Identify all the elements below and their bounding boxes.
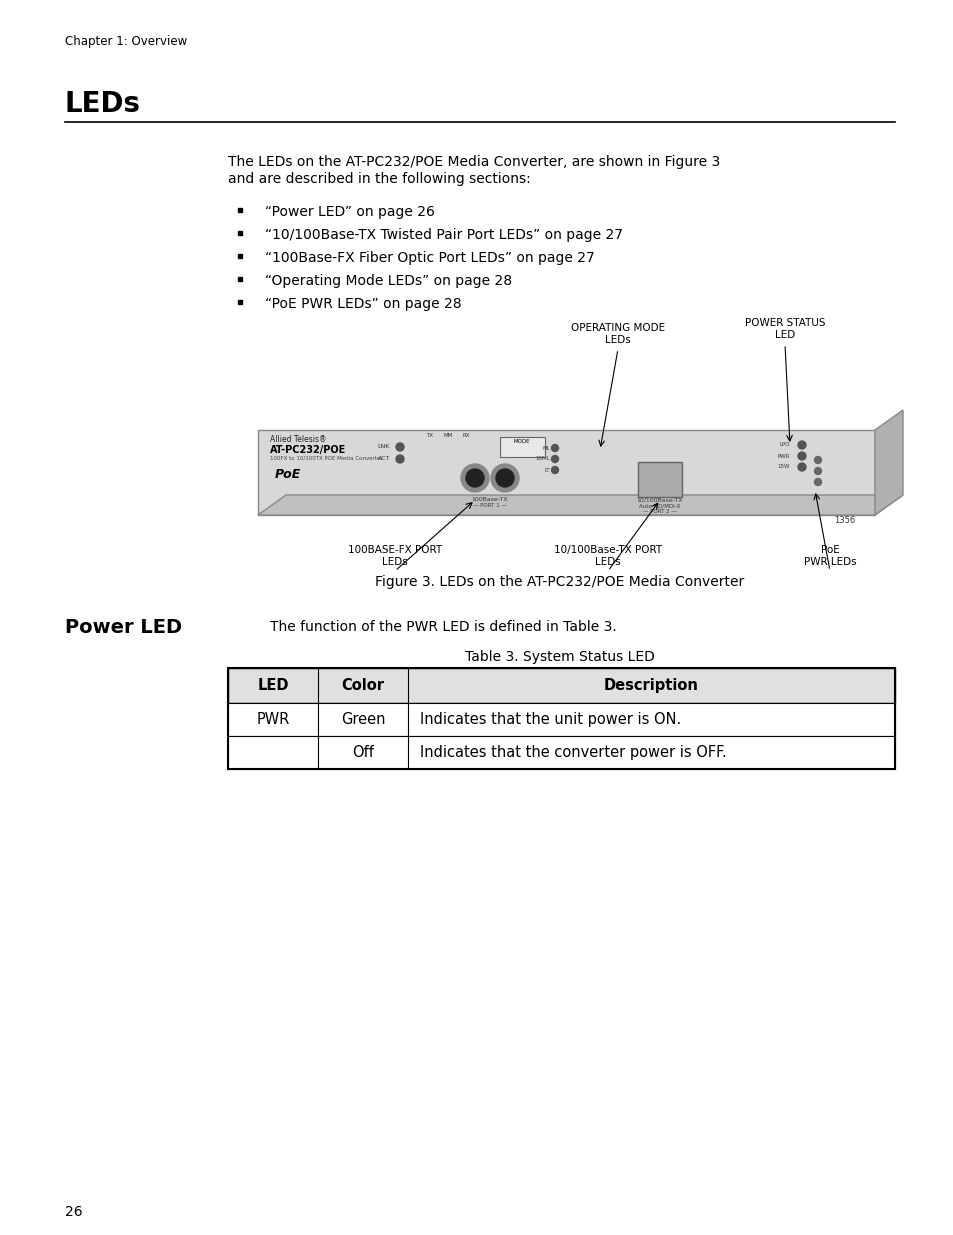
Text: ML: ML [542, 446, 550, 451]
Text: POWER STATUS: POWER STATUS [744, 317, 824, 329]
Text: Description: Description [603, 678, 699, 693]
Text: TX: TX [426, 433, 433, 438]
Circle shape [814, 468, 821, 474]
Text: Allied Telesis®: Allied Telesis® [270, 435, 326, 445]
Text: 1356: 1356 [833, 516, 854, 525]
Text: PWR: PWR [256, 713, 290, 727]
Text: RX: RX [462, 433, 469, 438]
Text: “100Base-FX Fiber Optic Port LEDs” on page 27: “100Base-FX Fiber Optic Port LEDs” on pa… [265, 251, 594, 266]
Text: “Operating Mode LEDs” on page 28: “Operating Mode LEDs” on page 28 [265, 274, 512, 288]
Text: 26: 26 [65, 1205, 83, 1219]
Text: “10/100Base-TX Twisted Pair Port LEDs” on page 27: “10/100Base-TX Twisted Pair Port LEDs” o… [265, 228, 622, 242]
Text: LEDs: LEDs [65, 90, 141, 119]
Circle shape [496, 469, 514, 487]
Circle shape [797, 463, 805, 471]
Text: 10/100Base-TX PORT: 10/100Base-TX PORT [554, 545, 661, 555]
Circle shape [551, 456, 558, 462]
Text: LNK: LNK [377, 445, 390, 450]
Text: PWR: PWR [777, 453, 789, 458]
Text: 100Base-TX: 100Base-TX [471, 496, 508, 501]
Bar [228, 668, 894, 703]
Text: Table 3. System Status LED: Table 3. System Status LED [464, 650, 655, 664]
Text: Green: Green [340, 713, 385, 727]
Bar [257, 430, 874, 515]
Circle shape [551, 445, 558, 452]
Polygon shape [874, 410, 902, 515]
Text: ACT: ACT [377, 457, 390, 462]
Circle shape [814, 478, 821, 485]
Circle shape [460, 464, 489, 492]
Bar [228, 703, 894, 736]
Text: — PORT 1 —: — PORT 1 — [473, 503, 506, 508]
Polygon shape [257, 495, 902, 515]
Text: OPERATING MODE: OPERATING MODE [570, 324, 664, 333]
Text: Indicates that the converter power is OFF.: Indicates that the converter power is OF… [419, 745, 726, 760]
Text: LT: LT [544, 468, 550, 473]
Text: PoE: PoE [274, 468, 301, 480]
Bar [228, 668, 894, 769]
Text: Power LED: Power LED [65, 618, 182, 637]
Text: PoE: PoE [820, 545, 839, 555]
Text: — PORT 2 —: — PORT 2 — [642, 509, 677, 514]
Text: LPO: LPO [779, 442, 789, 447]
Text: AT-PC232/POE: AT-PC232/POE [270, 445, 346, 454]
Text: LED: LED [774, 330, 794, 340]
Circle shape [551, 467, 558, 473]
Bar [638, 462, 681, 496]
Text: MM: MM [443, 433, 452, 438]
Circle shape [491, 464, 518, 492]
Text: 10/100Base-TX: 10/100Base-TX [636, 496, 682, 501]
Bar [499, 437, 544, 457]
Text: “Power LED” on page 26: “Power LED” on page 26 [265, 205, 435, 219]
Circle shape [814, 457, 821, 463]
Text: The LEDs on the AT-PC232/POE Media Converter, are shown in Figure 3: The LEDs on the AT-PC232/POE Media Conve… [228, 156, 720, 169]
Text: 100BASE-FX PORT: 100BASE-FX PORT [348, 545, 441, 555]
Bar [228, 320, 894, 540]
Text: The function of the PWR LED is defined in Table 3.: The function of the PWR LED is defined i… [270, 620, 616, 634]
Text: Chapter 1: Overview: Chapter 1: Overview [65, 35, 187, 48]
Text: LEDs: LEDs [604, 335, 630, 345]
Text: Off: Off [352, 745, 374, 760]
Text: MODE: MODE [514, 438, 530, 445]
Circle shape [395, 443, 403, 451]
Circle shape [797, 452, 805, 459]
Text: PWR LEDs: PWR LEDs [802, 557, 856, 567]
Text: Color: Color [341, 678, 384, 693]
Text: LEDs: LEDs [595, 557, 620, 567]
Text: LEDs: LEDs [382, 557, 408, 567]
Circle shape [797, 441, 805, 450]
Text: “PoE PWR LEDs” on page 28: “PoE PWR LEDs” on page 28 [265, 296, 461, 311]
Bar [228, 736, 894, 769]
Text: 100FX to 10/100TX POE Media Converter: 100FX to 10/100TX POE Media Converter [270, 454, 382, 459]
Text: 10ML: 10ML [535, 457, 550, 462]
Circle shape [395, 454, 403, 463]
Text: 15W: 15W [777, 464, 789, 469]
Text: Auto MD/MDI-X: Auto MD/MDI-X [639, 503, 679, 508]
Circle shape [465, 469, 483, 487]
Text: Indicates that the unit power is ON.: Indicates that the unit power is ON. [419, 713, 680, 727]
Text: LED: LED [257, 678, 289, 693]
Text: Figure 3. LEDs on the AT-PC232/POE Media Converter: Figure 3. LEDs on the AT-PC232/POE Media… [375, 576, 744, 589]
Text: and are described in the following sections:: and are described in the following secti… [228, 172, 530, 186]
